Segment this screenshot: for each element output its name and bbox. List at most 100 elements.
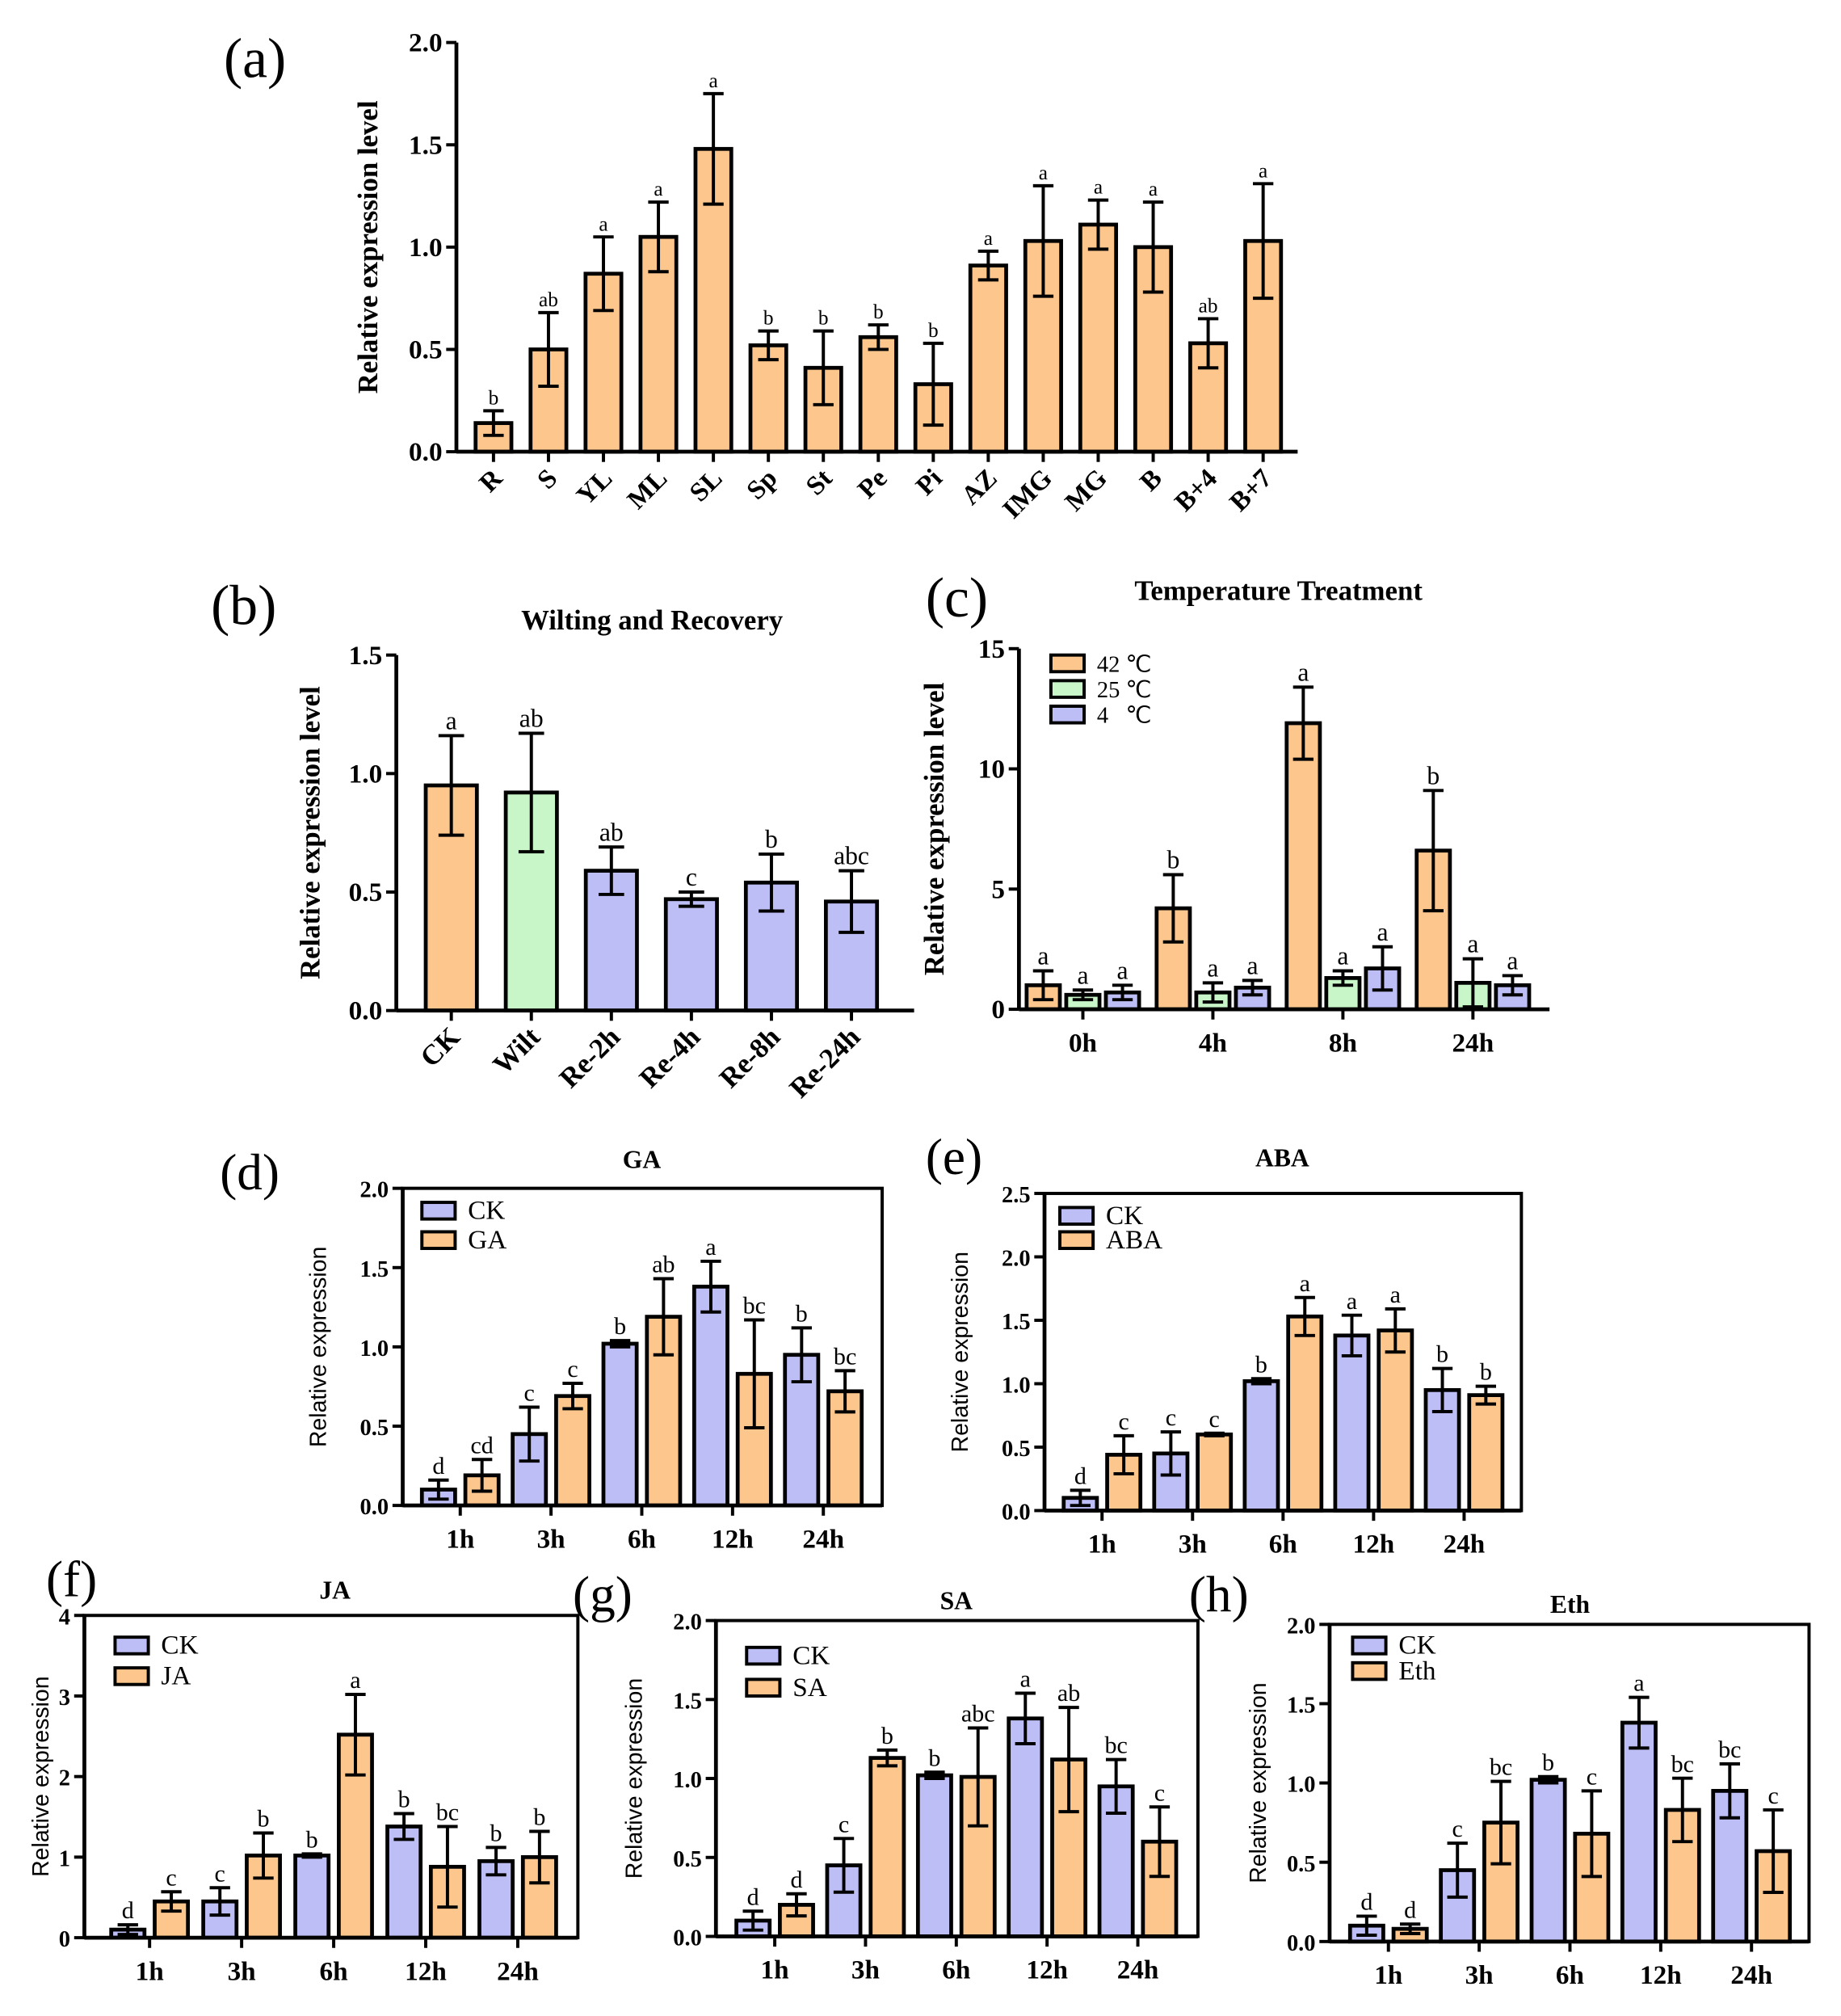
significance-letter: b xyxy=(1542,1749,1554,1776)
legend-swatch xyxy=(1049,679,1087,699)
chart-title: Temperature Treatment xyxy=(1134,575,1423,607)
y-tick-label: 0.0 xyxy=(673,1926,702,1951)
y-tick-label: 2.0 xyxy=(409,28,443,58)
x-tick-label: 1h xyxy=(1088,1530,1116,1559)
significance-letter: c xyxy=(1767,1782,1778,1809)
significance-letter: a xyxy=(1337,942,1348,970)
x-tick-label: 1h xyxy=(1374,1960,1402,1990)
bar xyxy=(858,335,898,454)
significance-letter: d xyxy=(122,1896,134,1924)
y-tick-label: 1.5 xyxy=(1002,1310,1031,1335)
y-tick-label: 2.0 xyxy=(360,1178,389,1203)
significance-letter: d xyxy=(790,1866,802,1893)
significance-letter: a xyxy=(1246,951,1258,979)
chart-panel-e: (e) ABA Relative expression d c b a b c c a a b 0.0 0.… xyxy=(926,1129,1524,1559)
y-tick-label: 1.0 xyxy=(360,1336,389,1362)
significance-letter: c xyxy=(1452,1815,1463,1842)
significance-letter: a xyxy=(1207,953,1218,982)
significance-letter: b xyxy=(881,1722,893,1749)
y-tick-label: 2.0 xyxy=(1002,1247,1031,1272)
legend-swatch xyxy=(1351,1635,1388,1656)
y-tick-label: 1.0 xyxy=(409,233,443,263)
significance-letter: c xyxy=(686,863,697,891)
x-tick-label: 12h xyxy=(1026,1955,1068,1985)
bar xyxy=(968,263,1008,454)
y-tick-label: 2.5 xyxy=(1002,1183,1031,1208)
significance-letter: bc xyxy=(436,1799,459,1826)
significance-letter: a xyxy=(1259,159,1267,182)
significance-letter: ab xyxy=(1199,295,1218,318)
x-tick-label: 6h xyxy=(1269,1530,1297,1559)
y-tick-label: 1.0 xyxy=(1287,1773,1316,1798)
significance-letter: a xyxy=(1297,658,1309,686)
significance-letter: c xyxy=(166,1863,176,1891)
significance-letter: ab xyxy=(652,1251,675,1278)
significance-letter: b xyxy=(258,1805,270,1833)
chart-title: SA xyxy=(940,1586,973,1614)
significance-letter: a xyxy=(1377,918,1388,946)
y-axis-label: Relative expression xyxy=(28,1676,54,1876)
significance-letter: a xyxy=(599,213,607,235)
bar xyxy=(554,1394,591,1508)
panel-label: (h) xyxy=(1189,1567,1249,1623)
chart-title: Wilting and Recovery xyxy=(521,604,784,636)
legend-swatch xyxy=(1049,653,1087,674)
legend-swatch xyxy=(1058,1230,1095,1251)
legend-label: 42 ℃ xyxy=(1097,652,1152,677)
bar xyxy=(915,1773,953,1938)
y-tick-label: 0.5 xyxy=(349,878,383,907)
x-tick-label: S xyxy=(532,463,563,495)
y-tick-label: 1.5 xyxy=(673,1689,702,1714)
x-tick-label: 24h xyxy=(1117,1955,1159,1985)
x-tick-label: 6h xyxy=(628,1524,656,1554)
bar xyxy=(1007,1716,1044,1938)
bar xyxy=(385,1825,423,1940)
legend-label: GA xyxy=(468,1225,506,1255)
x-tick-label: R xyxy=(473,463,509,499)
x-tick-label: 24h xyxy=(1444,1530,1486,1559)
significance-letter: bc xyxy=(743,1292,766,1319)
significance-letter: a xyxy=(654,178,662,200)
y-tick-label: 0.5 xyxy=(360,1416,389,1441)
legend-label: JA xyxy=(161,1661,191,1691)
significance-letter: c xyxy=(215,1859,225,1887)
x-tick-label: 3h xyxy=(1179,1530,1207,1559)
significance-letter: a xyxy=(1077,961,1088,989)
y-tick-label: 0.0 xyxy=(409,437,443,467)
significance-letter: bc xyxy=(1490,1753,1512,1781)
legend-swatch xyxy=(420,1230,457,1251)
y-tick-label: 0 xyxy=(991,995,1005,1025)
x-tick-label: Pi xyxy=(910,463,948,501)
legend-swatch xyxy=(1049,705,1087,725)
x-tick-label: B+7 xyxy=(1224,463,1278,517)
x-tick-label: 3h xyxy=(851,1955,880,1985)
bar xyxy=(1333,1333,1371,1513)
legend-swatch xyxy=(745,1677,782,1698)
legend-label: CK xyxy=(1106,1201,1143,1231)
x-tick-label: 6h xyxy=(1556,1960,1584,1990)
legend-label: 4 ℃ xyxy=(1097,704,1152,729)
bar xyxy=(1286,1314,1324,1513)
x-tick-label: 1h xyxy=(761,1955,789,1985)
x-tick-label: IMG xyxy=(997,463,1058,524)
x-tick-label: Re-2h xyxy=(553,1021,626,1094)
x-tick-label: B+4 xyxy=(1169,463,1223,517)
significance-letter: a xyxy=(1039,162,1048,184)
significance-letter: d xyxy=(747,1883,759,1910)
legend-label: CK xyxy=(161,1631,198,1660)
x-tick-label: Sp xyxy=(741,463,783,505)
y-axis-label: Relative expression xyxy=(306,1247,332,1447)
significance-letter: c xyxy=(1118,1408,1129,1435)
x-tick-label: 6h xyxy=(942,1955,970,1985)
chart-panel-c: (c) Temperature Treatment Relative express… xyxy=(918,567,1550,1058)
significance-letter: b xyxy=(765,825,778,853)
significance-letter: ab xyxy=(599,818,624,846)
x-tick-label: Re-8h xyxy=(713,1021,786,1094)
y-tick-label: 1.0 xyxy=(1002,1374,1031,1399)
legend-swatch xyxy=(1058,1206,1095,1226)
legend-swatch xyxy=(113,1666,150,1686)
y-tick-label: 0.5 xyxy=(673,1847,702,1872)
significance-letter: b xyxy=(1427,761,1440,789)
panel-label: (f) xyxy=(46,1551,97,1608)
